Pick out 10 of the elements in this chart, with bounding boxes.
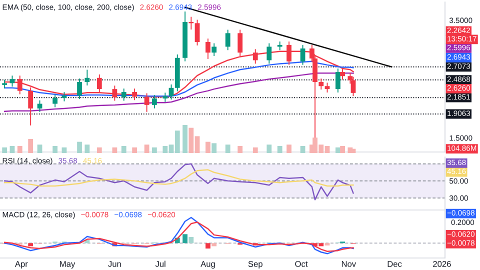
x-tick-label: Oct: [295, 261, 308, 267]
x-tick-label: Sep: [248, 261, 262, 269]
x-tick-label: Apr: [14, 261, 28, 269]
x-tick-label: Jul: [155, 260, 166, 267]
x-tick-label: Nov: [342, 261, 356, 267]
x-tick-label: May: [60, 261, 76, 269]
x-tick-label: Dec: [388, 261, 402, 267]
x-tick-label: 2026: [433, 261, 451, 267]
x-tick-label: Aug: [200, 261, 215, 269]
x-tick-label: Jun: [108, 261, 121, 267]
